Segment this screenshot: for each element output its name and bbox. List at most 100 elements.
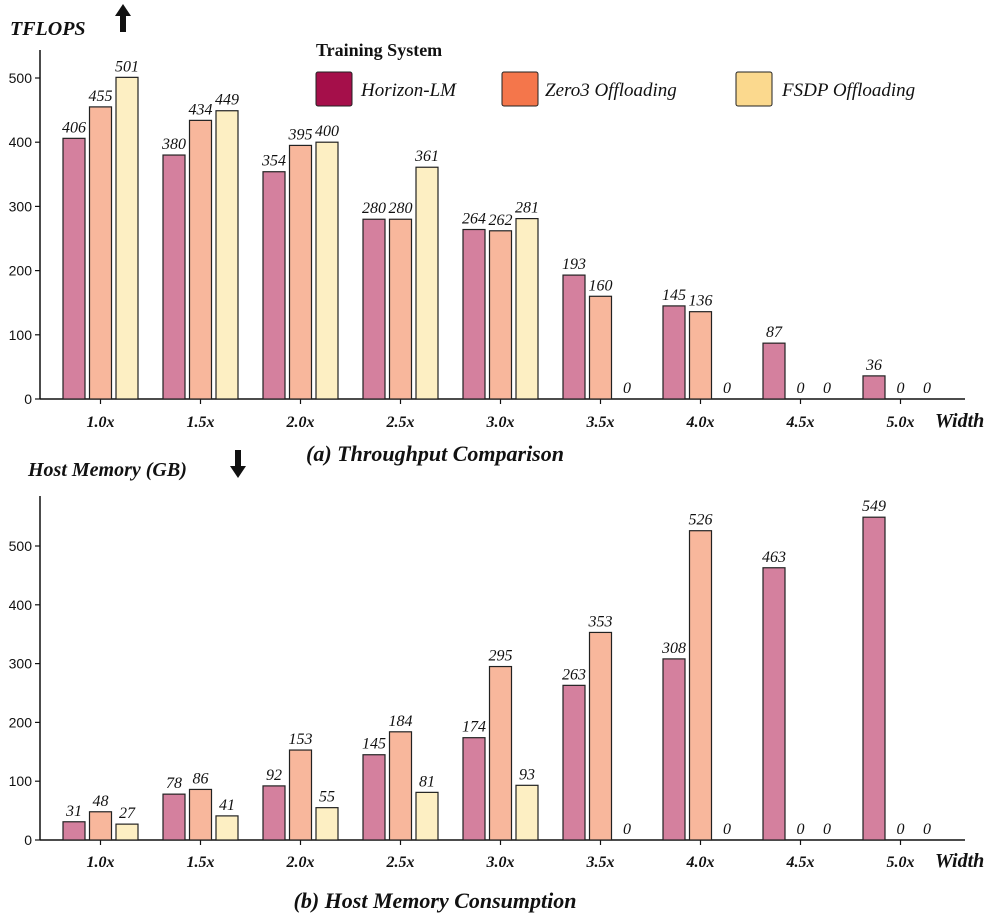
data-label: 400: [315, 123, 339, 140]
data-label: 395: [288, 126, 313, 143]
data-label: 145: [362, 736, 386, 753]
bar-zero3-offloading: [588, 295, 613, 400]
data-label: 0: [797, 821, 805, 838]
y-tick-label: 200: [9, 263, 33, 279]
x-tick-label: 3.5x: [586, 854, 615, 871]
y-tick-label: 100: [9, 327, 33, 343]
chart-host-memory: 0 100 200 300 400 500 Host Memory (GB) Width 1.0…: [9, 450, 984, 872]
data-label: 455: [89, 88, 113, 105]
bar-zero3-offloading: [288, 749, 313, 841]
data-label: 78: [166, 775, 182, 792]
data-label: 93: [519, 766, 535, 783]
data-label: 0: [723, 821, 731, 838]
data-label: 0: [823, 821, 831, 838]
data-label: 0: [623, 821, 631, 838]
x-tick-label: 2.0x: [286, 414, 315, 431]
data-label: 262: [489, 212, 513, 229]
bar-horizon-lm: [462, 737, 486, 841]
data-label: 434: [189, 101, 213, 118]
data-label: 41: [219, 797, 235, 814]
caption-host-memory: (b) Host Memory Consumption: [294, 888, 577, 913]
legend-title: Training System: [316, 40, 442, 60]
bar-fsdp-offloading: [215, 110, 239, 400]
legend-swatch-horizon-lm: [315, 71, 353, 107]
bar-zero3-offloading: [188, 119, 213, 400]
bar-fsdp-offloading: [315, 141, 339, 400]
bar-fsdp-offloading: [415, 166, 439, 400]
data-label: 184: [389, 713, 413, 730]
data-label: 264: [462, 211, 486, 228]
y-tick-label: 400: [9, 134, 33, 150]
bar-fsdp-offloading: [515, 217, 539, 400]
bar-fsdp-offloading: [115, 823, 139, 841]
x-axis-label: Width: [935, 410, 984, 432]
bar-fsdp-offloading: [415, 791, 439, 841]
y-tick-label: 0: [24, 391, 32, 407]
caption-throughput: (a) Throughput Comparison: [306, 441, 564, 466]
data-label: 160: [589, 277, 613, 294]
x-tick-label: 1.0x: [87, 414, 115, 431]
y-tick-label: 500: [9, 538, 33, 554]
legend-swatch-fsdp-offloading: [735, 71, 773, 107]
bar-horizon-lm: [162, 154, 186, 400]
bar-zero3-offloading: [688, 311, 713, 400]
bar-zero3-offloading: [188, 788, 213, 841]
data-label: 0: [923, 380, 931, 397]
data-label: 280: [362, 200, 386, 217]
x-tick-label: 2.5x: [386, 854, 415, 871]
bar-zero3-offloading: [388, 218, 413, 400]
bar-horizon-lm: [562, 684, 586, 841]
x-tick-label: 2.5x: [386, 414, 415, 431]
data-label: 449: [215, 92, 239, 109]
bar-horizon-lm: [62, 821, 86, 841]
bar-horizon-lm: [662, 305, 686, 400]
bar-horizon-lm: [562, 274, 586, 400]
data-label: 354: [261, 153, 286, 170]
data-label: 55: [319, 789, 335, 806]
data-label: 353: [588, 613, 613, 630]
y-tick-label: 300: [9, 198, 33, 214]
data-label: 81: [419, 773, 435, 790]
down-arrow-icon: [230, 450, 246, 478]
bar-horizon-lm: [762, 342, 786, 400]
data-label: 380: [161, 136, 186, 153]
data-label: 526: [689, 512, 713, 529]
up-arrow-icon: [115, 4, 131, 32]
bar-horizon-lm: [862, 375, 886, 400]
x-tick-label: 1.0x: [87, 854, 115, 871]
data-label: 0: [897, 821, 905, 838]
bar-fsdp-offloading: [215, 815, 239, 841]
data-label: 0: [623, 380, 631, 397]
bar-horizon-lm: [362, 754, 386, 841]
data-label: 463: [762, 549, 786, 566]
bar-horizon-lm: [762, 567, 786, 841]
y-tick-label: 500: [9, 70, 33, 86]
data-label: 36: [865, 357, 882, 374]
y-tick-label: 0: [24, 832, 32, 848]
data-label: 0: [923, 821, 931, 838]
y-tick-label: 400: [9, 597, 33, 613]
x-tick-label: 5.0x: [887, 854, 915, 871]
data-label: 0: [897, 380, 905, 397]
bar-zero3-offloading: [488, 230, 513, 400]
bar-horizon-lm: [462, 228, 486, 400]
bar-horizon-lm: [362, 218, 386, 400]
x-tick-label: 4.5x: [786, 414, 815, 431]
data-label: 86: [193, 770, 209, 787]
bar-zero3-offloading: [88, 106, 113, 400]
data-label: 308: [661, 640, 686, 657]
bar-horizon-lm: [162, 793, 186, 841]
data-label: 136: [689, 293, 713, 310]
bar-zero3-offloading: [88, 811, 113, 841]
data-label: 295: [489, 648, 513, 665]
y-tick-label: 300: [9, 656, 33, 672]
x-tick-label: 4.5x: [786, 854, 815, 871]
data-label: 0: [797, 380, 805, 397]
data-label: 280: [389, 200, 413, 217]
x-tick-label: 4.0x: [686, 414, 715, 431]
data-label: 263: [562, 666, 586, 683]
data-label: 92: [266, 767, 282, 784]
data-label: 31: [65, 803, 82, 820]
legend: Training System Horizon-LM Zero3 Offload…: [315, 40, 915, 107]
